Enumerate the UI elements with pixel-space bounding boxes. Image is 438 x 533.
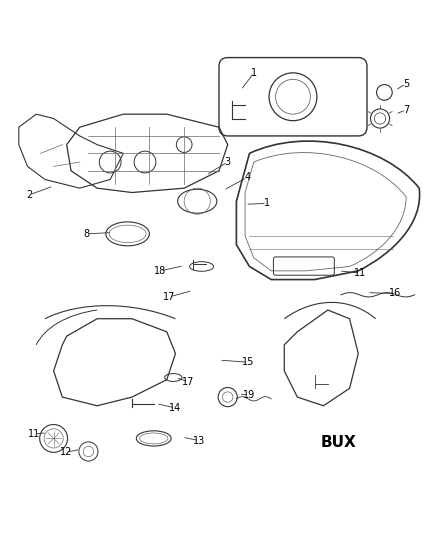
Text: 16: 16 — [389, 288, 401, 298]
Text: 7: 7 — [403, 105, 409, 115]
Text: 12: 12 — [60, 447, 72, 457]
Text: 5: 5 — [403, 79, 409, 88]
Text: 11: 11 — [354, 268, 367, 278]
Text: 18: 18 — [154, 266, 166, 276]
Text: 14: 14 — [170, 403, 182, 413]
Text: 3: 3 — [225, 157, 231, 167]
Text: 1: 1 — [251, 68, 257, 78]
Text: BUX: BUX — [321, 435, 357, 450]
Text: 1: 1 — [264, 198, 270, 208]
Text: 19: 19 — [243, 390, 255, 400]
Text: 11: 11 — [28, 429, 40, 439]
Text: 13: 13 — [193, 435, 205, 446]
Text: 15: 15 — [242, 357, 255, 367]
Text: 17: 17 — [163, 292, 175, 302]
Text: 2: 2 — [27, 190, 33, 200]
Text: 4: 4 — [244, 172, 251, 182]
Text: 8: 8 — [83, 229, 89, 239]
Text: 17: 17 — [182, 377, 195, 387]
